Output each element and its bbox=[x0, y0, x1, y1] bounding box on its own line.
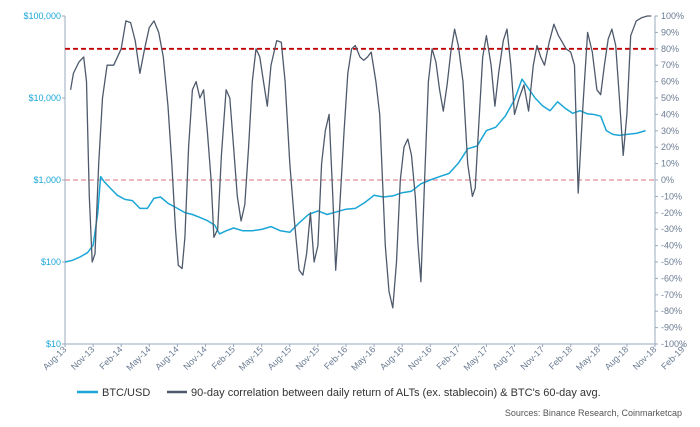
right-tick-label: -90% bbox=[661, 323, 682, 333]
x-tick-label: Nov-18 bbox=[631, 344, 659, 372]
right-tick-label: -10% bbox=[661, 191, 682, 201]
legend: BTC/USD 90-day correlation between daily… bbox=[77, 387, 601, 399]
left-tick-label: $10 bbox=[46, 339, 61, 349]
x-tick-label: Nov-14 bbox=[181, 344, 209, 372]
right-tick-label: -100% bbox=[661, 339, 687, 349]
x-tick-label: Aug-16 bbox=[378, 344, 406, 372]
right-tick-label: 50% bbox=[661, 93, 679, 103]
right-tick-label: -70% bbox=[661, 290, 682, 300]
x-tick-label: May-17 bbox=[462, 344, 490, 372]
right-tick-label: 10% bbox=[661, 159, 679, 169]
x-tick-label: Aug-15 bbox=[266, 344, 294, 372]
series-layer bbox=[64, 15, 652, 309]
x-tick-label: Nov-15 bbox=[294, 344, 322, 372]
left-tick-label: $100,000 bbox=[23, 11, 61, 21]
x-tick-label: Nov-17 bbox=[518, 344, 546, 372]
right-tick-label: 90% bbox=[661, 27, 679, 37]
x-tick-label: Feb-14 bbox=[97, 344, 124, 371]
x-axis-ticks: Aug-13 Nov-13 Feb-14 May-14 Aug-14 Nov-14 Feb-… bbox=[41, 344, 687, 373]
right-tick-label: -60% bbox=[661, 273, 682, 283]
right-tick-label: -30% bbox=[661, 224, 682, 234]
correlation-line bbox=[69, 15, 652, 309]
reference-lines bbox=[65, 47, 655, 181]
right-tick-label: 60% bbox=[661, 77, 679, 87]
legend-label-btc: BTC/USD bbox=[102, 387, 150, 399]
x-tick-label: Nov-16 bbox=[406, 344, 434, 372]
right-tick-label: 100% bbox=[661, 11, 684, 21]
left-tick-label: $1,000 bbox=[33, 175, 61, 185]
x-tick-label: Aug-14 bbox=[153, 344, 181, 372]
x-tick-label: May-18 bbox=[574, 344, 602, 372]
right-axis-ticks: 100% 90% 80% 70% 60% 50% 40% 30% 20% 10% 0% -10% -20… bbox=[655, 11, 687, 349]
legend-label-correlation: 90-day correlation between daily return … bbox=[191, 387, 601, 399]
right-tick-label: 80% bbox=[661, 44, 679, 54]
btc-usd-line bbox=[64, 78, 646, 263]
right-tick-label: 30% bbox=[661, 126, 679, 136]
right-tick-label: 0% bbox=[661, 175, 674, 185]
right-tick-label: -40% bbox=[661, 241, 682, 251]
left-axis-ticks: $100,000 $10,000 $1,000 $100 $10 bbox=[23, 11, 65, 349]
right-tick-label: -50% bbox=[661, 257, 682, 267]
x-tick-label: Feb-17 bbox=[435, 344, 462, 371]
x-tick-label: Aug-18 bbox=[603, 344, 631, 372]
right-tick-label: 40% bbox=[661, 109, 679, 119]
x-tick-label: May-14 bbox=[124, 344, 152, 372]
x-tick-label: May-15 bbox=[237, 344, 265, 372]
right-tick-label: 70% bbox=[661, 60, 679, 70]
right-tick-label: -80% bbox=[661, 306, 682, 316]
left-tick-label: $100 bbox=[41, 257, 61, 267]
x-tick-label: Nov-13 bbox=[69, 344, 97, 372]
x-tick-label: Feb-16 bbox=[322, 344, 349, 371]
left-tick-label: $10,000 bbox=[28, 93, 61, 103]
right-tick-label: 20% bbox=[661, 142, 679, 152]
x-tick-label: May-16 bbox=[349, 344, 377, 372]
right-tick-label: -20% bbox=[661, 208, 682, 218]
source-note: Sources: Binance Research, Coinmarketcap bbox=[505, 408, 682, 418]
x-tick-label: Aug-17 bbox=[490, 344, 518, 372]
x-tick-label: Feb-18 bbox=[547, 344, 574, 371]
x-tick-label: Feb-15 bbox=[210, 344, 237, 371]
